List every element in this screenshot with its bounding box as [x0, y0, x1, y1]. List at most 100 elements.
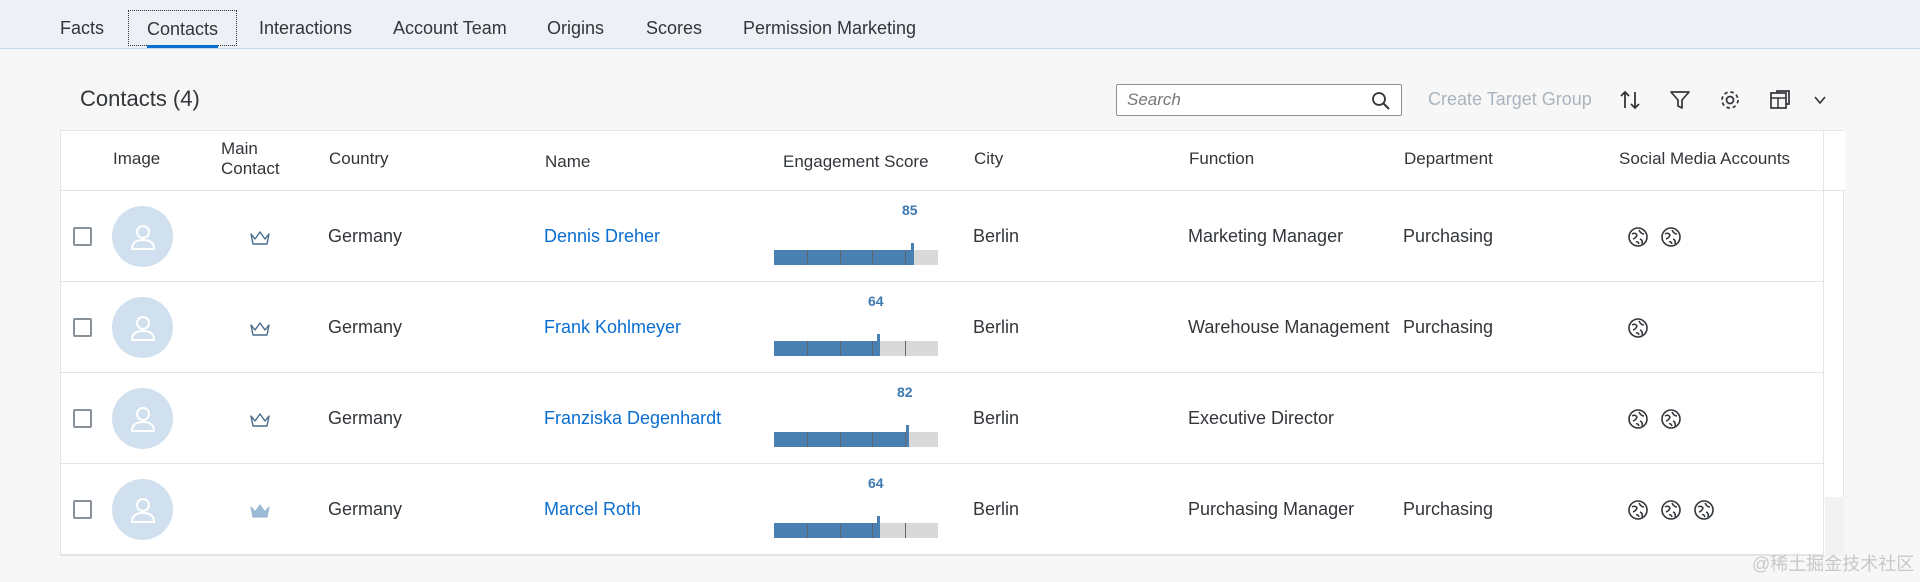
bar-tick — [840, 250, 841, 265]
social-media-icon[interactable] — [1660, 499, 1682, 521]
engagement-score-bar — [774, 425, 938, 447]
social-media-icon[interactable] — [1627, 226, 1649, 248]
column-header-name: Name — [545, 152, 591, 171]
column-header-main-contact-line1: Main — [221, 139, 258, 158]
function-cell: Executive Director — [1188, 408, 1335, 428]
table-row[interactable]: Germany Dennis Dreher 85 Berlin Marketin… — [61, 191, 1823, 282]
row-checkbox[interactable] — [73, 227, 92, 246]
bar-tick — [905, 250, 906, 265]
bar-tick — [872, 432, 873, 447]
row-checkbox[interactable] — [73, 409, 92, 428]
country-cell: Germany — [328, 317, 403, 337]
engagement-score-value: 64 — [868, 475, 884, 491]
contact-name-link[interactable]: Marcel Roth — [544, 499, 642, 519]
social-media-icon[interactable] — [1627, 408, 1649, 430]
city-cell: Berlin — [973, 408, 1020, 428]
tab-contacts[interactable]: Contacts — [128, 10, 238, 48]
table-row[interactable]: Germany Frank Kohlmeyer 64 Berlin Wareho… — [61, 282, 1823, 373]
column-header-social-media: Social Media Accounts — [1619, 149, 1791, 168]
column-header-main-contact: Main Contact — [221, 139, 280, 179]
main-contact-crown-icon[interactable] — [249, 411, 271, 429]
function-cell: Warehouse Management — [1188, 317, 1390, 337]
table-row[interactable]: Germany Marcel Roth 64 Berlin Purchasing… — [61, 464, 1823, 555]
avatar — [112, 479, 173, 540]
bar-tick — [905, 523, 906, 538]
bar-tick — [807, 341, 808, 356]
department-cell: Purchasing — [1403, 226, 1494, 246]
social-media-icon[interactable] — [1693, 499, 1715, 521]
vertical-scrollbar[interactable] — [1825, 497, 1844, 556]
bar-tick — [807, 432, 808, 447]
avatar — [112, 297, 173, 358]
bar-tick — [905, 432, 906, 447]
tab-bar: Facts Contacts Interactions Account Team… — [0, 0, 1920, 49]
department-cell: Purchasing — [1403, 317, 1494, 337]
contact-name-link[interactable]: Dennis Dreher — [544, 226, 661, 246]
person-icon — [130, 497, 155, 523]
bar-tick — [872, 250, 873, 265]
column-separator — [1823, 131, 1824, 557]
settings-icon[interactable] — [1716, 86, 1744, 114]
tab-interactions[interactable]: Interactions — [259, 18, 353, 38]
search-field[interactable] — [1116, 84, 1402, 116]
row-checkbox[interactable] — [73, 500, 92, 519]
section-title: Contacts (4) — [80, 86, 200, 111]
engagement-score-marker — [911, 243, 914, 265]
tab-account-team[interactable]: Account Team — [393, 18, 507, 38]
engagement-score-bar — [774, 243, 938, 265]
search-icon[interactable] — [1371, 91, 1391, 111]
engagement-score-value: 82 — [897, 384, 913, 400]
engagement-score-fill — [774, 341, 879, 356]
column-header-main-contact-line2: Contact — [221, 159, 280, 178]
bar-tick — [840, 523, 841, 538]
row-checkbox[interactable] — [73, 318, 92, 337]
bar-tick — [840, 341, 841, 356]
bar-tick — [905, 341, 906, 356]
avatar — [112, 388, 173, 449]
engagement-score-value: 64 — [868, 293, 884, 309]
social-media-icon[interactable] — [1660, 408, 1682, 430]
city-cell: Berlin — [973, 499, 1020, 519]
function-cell: Purchasing Manager — [1188, 499, 1355, 519]
filter-icon[interactable] — [1666, 86, 1694, 114]
engagement-score-bar — [774, 516, 938, 538]
create-target-group-button[interactable]: Create Target Group — [1428, 89, 1592, 109]
column-header-image: Image — [113, 149, 161, 168]
bar-tick — [872, 523, 873, 538]
engagement-score-marker — [877, 516, 880, 538]
main-contact-crown-icon[interactable] — [249, 229, 271, 247]
contacts-table: Image Main Contact Country Name Engageme… — [60, 130, 1845, 557]
tab-origins[interactable]: Origins — [547, 18, 605, 38]
tab-facts[interactable]: Facts — [60, 18, 105, 38]
chevron-down-icon[interactable] — [1806, 86, 1834, 114]
table-header: Image Main Contact Country Name Engageme… — [61, 131, 1845, 191]
country-cell: Germany — [328, 499, 403, 519]
bar-tick — [872, 341, 873, 356]
column-header-engagement-score: Engagement Score — [783, 152, 929, 171]
engagement-score-marker — [877, 334, 880, 356]
city-cell: Berlin — [973, 317, 1020, 337]
country-cell: Germany — [328, 226, 403, 246]
column-header-city: City — [974, 149, 1004, 168]
main-contact-crown-icon[interactable] — [249, 320, 271, 338]
column-header-country: Country — [329, 149, 389, 168]
main-contact-crown-icon[interactable] — [249, 502, 271, 520]
contact-name-link[interactable]: Frank Kohlmeyer — [544, 317, 682, 337]
tab-scores[interactable]: Scores — [646, 18, 703, 38]
contact-name-link[interactable]: Franziska Degenhardt — [544, 408, 722, 428]
tab-permission-marketing[interactable]: Permission Marketing — [743, 18, 917, 38]
social-media-icon[interactable] — [1660, 226, 1682, 248]
person-icon — [130, 406, 155, 432]
table-row[interactable]: Germany Franziska Degenhardt 82 Berlin E… — [61, 373, 1823, 464]
bar-tick — [840, 432, 841, 447]
department-cell: Purchasing — [1403, 499, 1494, 519]
engagement-score-fill — [774, 432, 908, 447]
sort-icon[interactable] — [1616, 86, 1644, 114]
social-media-icon[interactable] — [1627, 499, 1649, 521]
search-input[interactable] — [1127, 85, 1357, 115]
social-media-icon[interactable] — [1627, 317, 1649, 339]
avatar — [112, 206, 173, 267]
export-icon[interactable] — [1766, 86, 1794, 114]
bar-tick — [807, 250, 808, 265]
city-cell: Berlin — [973, 226, 1020, 246]
